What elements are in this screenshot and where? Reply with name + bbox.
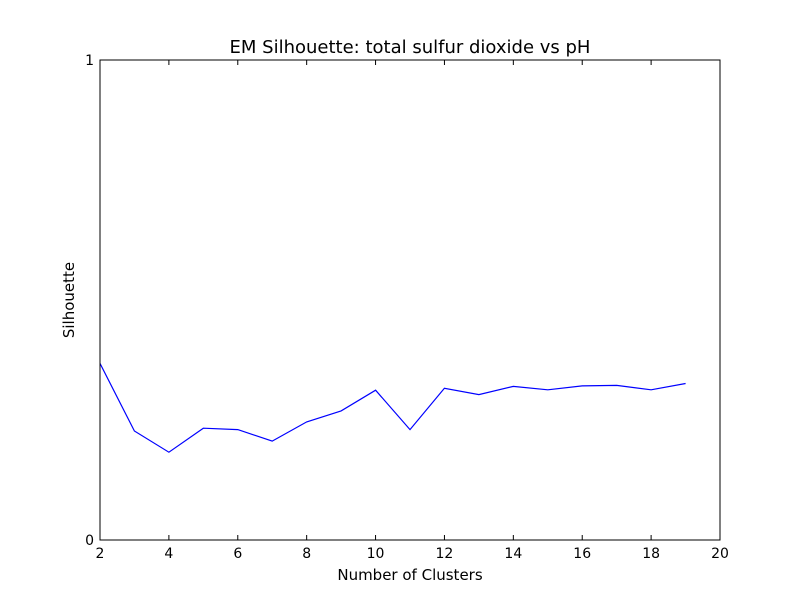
x-tick-label: 6 <box>233 546 242 562</box>
x-tick-label: 12 <box>436 546 454 562</box>
y-tick-label: 0 <box>85 533 94 549</box>
x-tick-label: 14 <box>504 546 522 562</box>
y-tick-label: 1 <box>85 53 94 69</box>
x-tick-label: 2 <box>96 546 105 562</box>
x-tick-label: 4 <box>164 546 173 562</box>
series-line-0 <box>99 363 686 453</box>
y-axis-label: Silhouette <box>60 262 78 338</box>
axes-frame <box>99 59 721 541</box>
x-axis-label: Number of Clusters <box>337 566 482 584</box>
x-tick-label: 18 <box>642 546 660 562</box>
x-tick-label: 16 <box>573 546 591 562</box>
x-tick-label: 20 <box>711 546 729 562</box>
x-tick-label: 8 <box>302 546 311 562</box>
x-tick-label: 10 <box>367 546 385 562</box>
plot-area: 2 4 6 8 10 12 14 16 18 20 0 1 <box>85 53 729 562</box>
chart-title: EM Silhouette: total sulfur dioxide vs p… <box>230 37 591 58</box>
